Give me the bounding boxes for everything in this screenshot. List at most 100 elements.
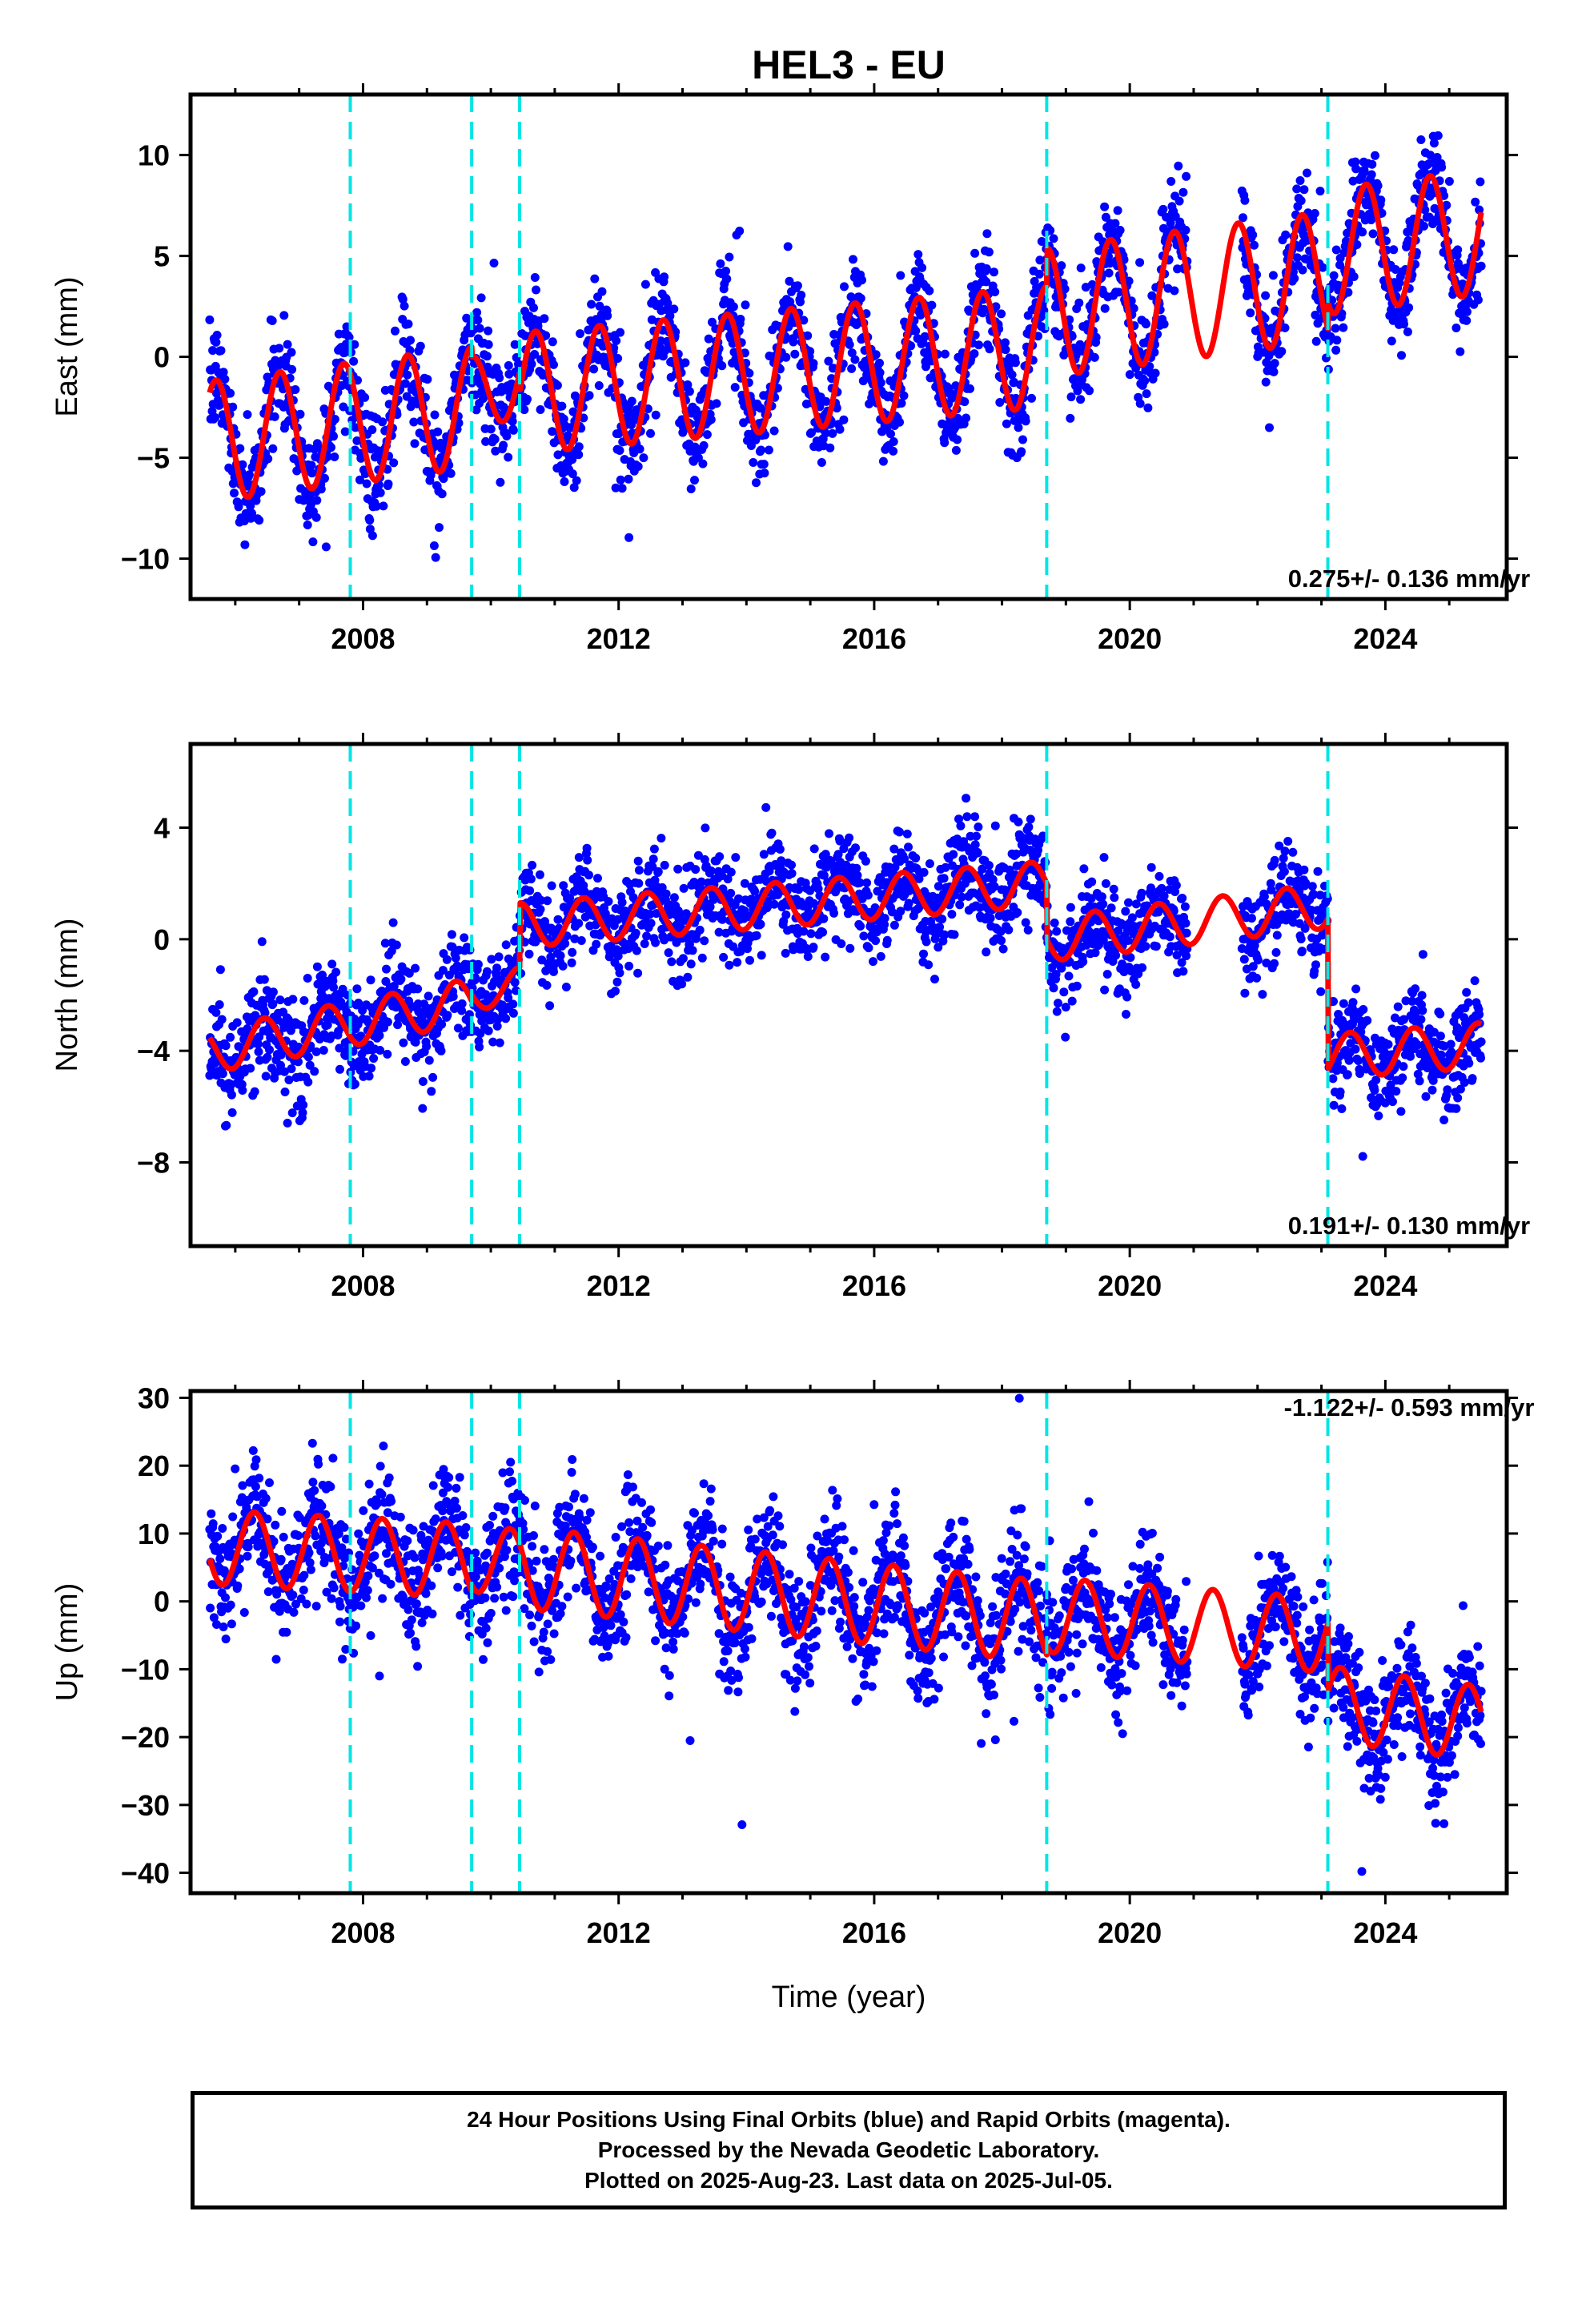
- data-point: [706, 415, 716, 424]
- data-point: [240, 540, 250, 549]
- data-point: [437, 489, 447, 499]
- data-point: [535, 870, 544, 879]
- data-point: [895, 827, 904, 837]
- data-point: [435, 523, 444, 533]
- data-point: [871, 350, 881, 360]
- data-point: [1023, 925, 1033, 935]
- data-point: [1424, 159, 1434, 168]
- data-point: [869, 957, 877, 967]
- data-point: [679, 883, 689, 893]
- data-point: [1100, 304, 1110, 313]
- data-point: [785, 276, 794, 286]
- data-point: [845, 340, 854, 349]
- data-point: [344, 332, 354, 342]
- data-point: [246, 1063, 255, 1073]
- data-point: [1076, 395, 1086, 404]
- data-point: [632, 946, 641, 955]
- data-point: [704, 334, 713, 344]
- data-point: [1122, 992, 1132, 1002]
- data-point: [1328, 1074, 1338, 1084]
- data-point: [1021, 416, 1030, 426]
- data-point: [255, 516, 264, 525]
- data-point: [725, 960, 734, 970]
- data-point: [508, 425, 518, 435]
- data-point: [307, 460, 316, 470]
- data-point: [1270, 855, 1279, 865]
- data-point: [982, 947, 991, 957]
- data-point: [656, 336, 665, 346]
- data-point: [856, 922, 865, 931]
- data-point: [1085, 386, 1094, 396]
- data-point: [215, 1000, 224, 1009]
- data-point: [850, 355, 860, 364]
- data-point: [819, 914, 829, 923]
- data-point: [725, 252, 734, 262]
- data-point: [1337, 1104, 1347, 1113]
- data-point: [962, 413, 971, 423]
- data-point: [350, 1080, 359, 1089]
- data-point: [227, 1090, 236, 1100]
- data-point: [829, 908, 839, 918]
- data-point: [1106, 903, 1116, 913]
- data-point: [1329, 1100, 1339, 1110]
- data-point: [481, 436, 491, 446]
- data-point: [847, 364, 857, 373]
- data-point: [839, 415, 849, 424]
- data-point: [913, 250, 923, 259]
- data-point: [1021, 918, 1030, 927]
- data-point: [862, 878, 872, 887]
- data-point: [1178, 967, 1188, 976]
- data-point: [916, 311, 926, 320]
- data-point: [595, 301, 604, 311]
- data-point: [767, 828, 777, 838]
- data-point: [911, 326, 921, 336]
- x-tick-label: 2016: [842, 622, 906, 655]
- data-point: [653, 866, 663, 876]
- data-point: [559, 414, 568, 424]
- data-point: [396, 975, 406, 984]
- data-point: [1261, 377, 1271, 387]
- data-point: [1299, 185, 1309, 195]
- data-point: [371, 501, 381, 511]
- data-point: [283, 1118, 292, 1128]
- data-point: [1010, 358, 1020, 368]
- data-point: [1268, 271, 1278, 280]
- data-point: [974, 822, 983, 832]
- data-point: [649, 844, 659, 854]
- data-point: [1271, 947, 1281, 957]
- data-point: [1335, 1088, 1345, 1096]
- data-point: [730, 383, 740, 392]
- data-point: [545, 1001, 555, 1011]
- data-point: [367, 531, 377, 541]
- data-point: [656, 834, 666, 843]
- data-point: [1129, 304, 1138, 313]
- data-point: [360, 392, 370, 402]
- data-point: [847, 348, 857, 358]
- data-point: [424, 1055, 434, 1065]
- data-point: [760, 468, 769, 478]
- data-point: [611, 483, 620, 493]
- data-point: [966, 384, 974, 393]
- data-point: [476, 293, 486, 303]
- data-point: [1067, 996, 1077, 1006]
- data-point: [568, 469, 577, 479]
- data-point: [781, 352, 791, 362]
- data-point: [864, 943, 873, 953]
- data-point: [367, 425, 377, 435]
- data-point: [510, 340, 520, 349]
- data-point: [1349, 272, 1359, 281]
- data-point: [1292, 184, 1302, 194]
- data-point: [486, 424, 496, 434]
- data-point: [1007, 370, 1017, 380]
- data-point: [501, 940, 511, 950]
- data-point: [1270, 359, 1279, 368]
- data-point: [1270, 959, 1279, 968]
- data-point: [400, 1057, 410, 1066]
- data-point: [851, 843, 860, 853]
- data-point: [1049, 983, 1058, 993]
- data-point: [234, 502, 243, 512]
- data-point: [428, 1072, 438, 1082]
- data-point: [532, 285, 540, 295]
- data-point: [568, 947, 577, 957]
- data-point: [799, 316, 809, 325]
